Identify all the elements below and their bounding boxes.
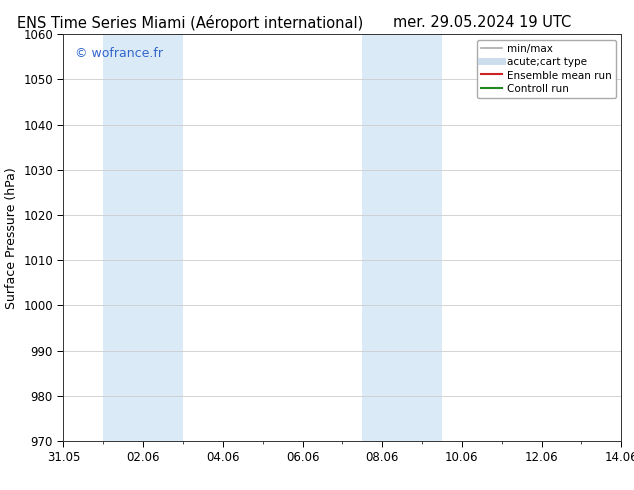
Y-axis label: Surface Pressure (hPa): Surface Pressure (hPa) [4, 167, 18, 309]
Bar [362, 34, 442, 441]
Text: ENS Time Series Miami (Aéroport international): ENS Time Series Miami (Aéroport internat… [17, 15, 363, 31]
Text: © wofrance.fr: © wofrance.fr [75, 47, 162, 59]
Legend: min/max, acute;cart type, Ensemble mean run, Controll run: min/max, acute;cart type, Ensemble mean … [477, 40, 616, 98]
Text: mer. 29.05.2024 19 UTC: mer. 29.05.2024 19 UTC [392, 15, 571, 30]
Bar [103, 34, 183, 441]
